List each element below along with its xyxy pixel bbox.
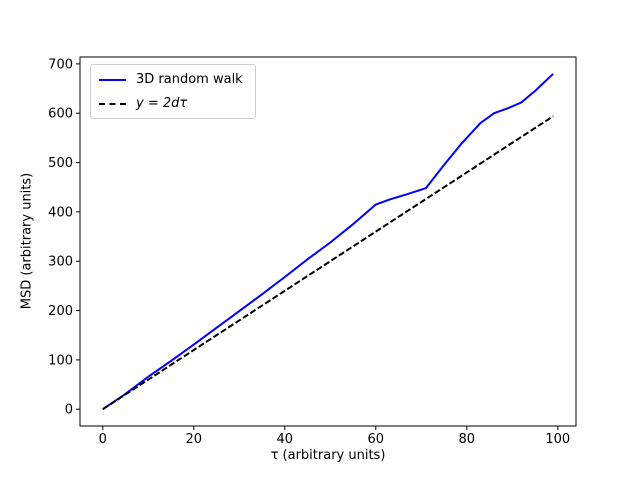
y-tick-label-4: 400 <box>48 205 73 220</box>
plot-border <box>79 56 577 427</box>
x-tick-label-5: 100 <box>545 432 570 447</box>
x-tick-label-3: 60 <box>368 432 385 447</box>
x-axis-label: τ (arbitrary units) <box>270 448 386 463</box>
legend-label-theory: y = 2dτ <box>136 96 188 111</box>
y-tick-label-1: 100 <box>48 353 73 368</box>
x-tick-label-1: 20 <box>185 432 202 447</box>
axis-ticks: 0 20 40 60 80 100 0 100 200 300 400 500 600 700 <box>48 57 570 447</box>
x-tick-label-0: 0 <box>99 432 107 447</box>
legend-line-dashed-black-icon <box>99 102 126 105</box>
y-axis-label: MSD (arbitrary units) <box>19 172 35 310</box>
legend-item-theory: y = 2dτ <box>99 95 245 112</box>
x-tick-label-4: 80 <box>459 432 476 447</box>
legend-line-solid-blue-icon <box>99 78 126 81</box>
y-tick-label-3: 300 <box>48 255 73 270</box>
x-tick-label-2: 40 <box>276 432 293 447</box>
legend: 3D random walk y = 2dτ <box>90 64 256 119</box>
y-tick-label-6: 600 <box>48 107 73 122</box>
legend-item-random-walk: 3D random walk <box>99 71 245 88</box>
y-tick-label-7: 700 <box>48 57 73 72</box>
y-tick-label-5: 500 <box>48 156 73 171</box>
y-tick-label-2: 200 <box>48 304 73 319</box>
series-line-theory <box>102 115 554 411</box>
y-tick-label-0: 0 <box>65 403 73 418</box>
legend-label-random-walk: 3D random walk <box>136 72 243 87</box>
series-line-random-walk <box>102 73 554 411</box>
data-series <box>102 73 554 411</box>
